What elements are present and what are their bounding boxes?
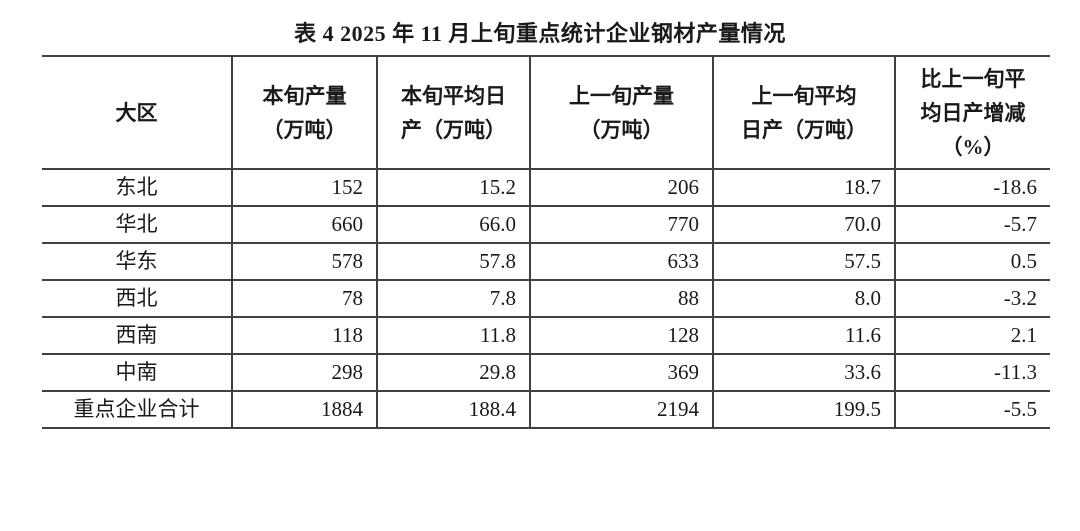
steel-production-table: 大区 本旬产量 （万吨） 本旬平均日 产（万吨） 上一旬产量 （万吨） 上一旬平…	[42, 55, 1050, 429]
value-cell: 660	[231, 205, 378, 244]
table-row: 华东 578 57.8 633 57.5 0.5	[42, 242, 1050, 281]
value-cell: 770	[529, 205, 714, 244]
value-cell: 78	[231, 279, 378, 318]
value-cell: 2194	[529, 390, 714, 429]
value-cell: 369	[529, 353, 714, 392]
value-cell: 11.6	[712, 316, 896, 355]
value-cell: 1884	[231, 390, 378, 429]
value-cell: 66.0	[376, 205, 531, 244]
table-row: 西北 78 7.8 88 8.0 -3.2	[42, 279, 1050, 318]
value-cell: 57.5	[712, 242, 896, 281]
column-header-region: 大区	[42, 55, 233, 170]
region-cell: 东北	[42, 168, 233, 207]
column-header-current-output: 本旬产量 （万吨）	[231, 55, 378, 170]
table-row: 东北 152 15.2 206 18.7 -18.6	[42, 168, 1050, 207]
table-row-total: 重点企业合计 1884 188.4 2194 199.5 -5.5	[42, 390, 1050, 429]
value-cell: -5.5	[894, 390, 1050, 429]
header-row: 大区 本旬产量 （万吨） 本旬平均日 产（万吨） 上一旬产量 （万吨） 上一旬平…	[42, 55, 1050, 170]
value-cell: 578	[231, 242, 378, 281]
value-cell: -11.3	[894, 353, 1050, 392]
column-header-current-daily-avg: 本旬平均日 产（万吨）	[376, 55, 531, 170]
region-cell: 中南	[42, 353, 233, 392]
region-cell: 西南	[42, 316, 233, 355]
table-row: 西南 118 11.8 128 11.6 2.1	[42, 316, 1050, 355]
page-title: 表 4 2025 年 11 月上旬重点统计企业钢材产量情况	[294, 21, 786, 46]
value-cell: 70.0	[712, 205, 896, 244]
value-cell: 152	[231, 168, 378, 207]
value-cell: -3.2	[894, 279, 1050, 318]
region-cell: 西北	[42, 279, 233, 318]
value-cell: -18.6	[894, 168, 1050, 207]
value-cell: 88	[529, 279, 714, 318]
column-header-previous-output: 上一旬产量 （万吨）	[529, 55, 714, 170]
value-cell: 298	[231, 353, 378, 392]
value-cell: 29.8	[376, 353, 531, 392]
value-cell: 118	[231, 316, 378, 355]
value-cell: 18.7	[712, 168, 896, 207]
value-cell: 57.8	[376, 242, 531, 281]
region-cell: 重点企业合计	[42, 390, 233, 429]
value-cell: 33.6	[712, 353, 896, 392]
value-cell: 188.4	[376, 390, 531, 429]
value-cell: 2.1	[894, 316, 1050, 355]
value-cell: 11.8	[376, 316, 531, 355]
value-cell: 128	[529, 316, 714, 355]
value-cell: 15.2	[376, 168, 531, 207]
table-row: 华北 660 66.0 770 70.0 -5.7	[42, 205, 1050, 244]
region-cell: 华北	[42, 205, 233, 244]
value-cell: 633	[529, 242, 714, 281]
region-cell: 华东	[42, 242, 233, 281]
value-cell: 7.8	[376, 279, 531, 318]
value-cell: 8.0	[712, 279, 896, 318]
column-header-previous-daily-avg: 上一旬平均 日产（万吨）	[712, 55, 896, 170]
table-row: 中南 298 29.8 369 33.6 -11.3	[42, 353, 1050, 392]
value-cell: 199.5	[712, 390, 896, 429]
value-cell: -5.7	[894, 205, 1050, 244]
column-header-daily-avg-change: 比上一旬平 均日产增减 （%）	[894, 55, 1050, 170]
value-cell: 206	[529, 168, 714, 207]
value-cell: 0.5	[894, 242, 1050, 281]
